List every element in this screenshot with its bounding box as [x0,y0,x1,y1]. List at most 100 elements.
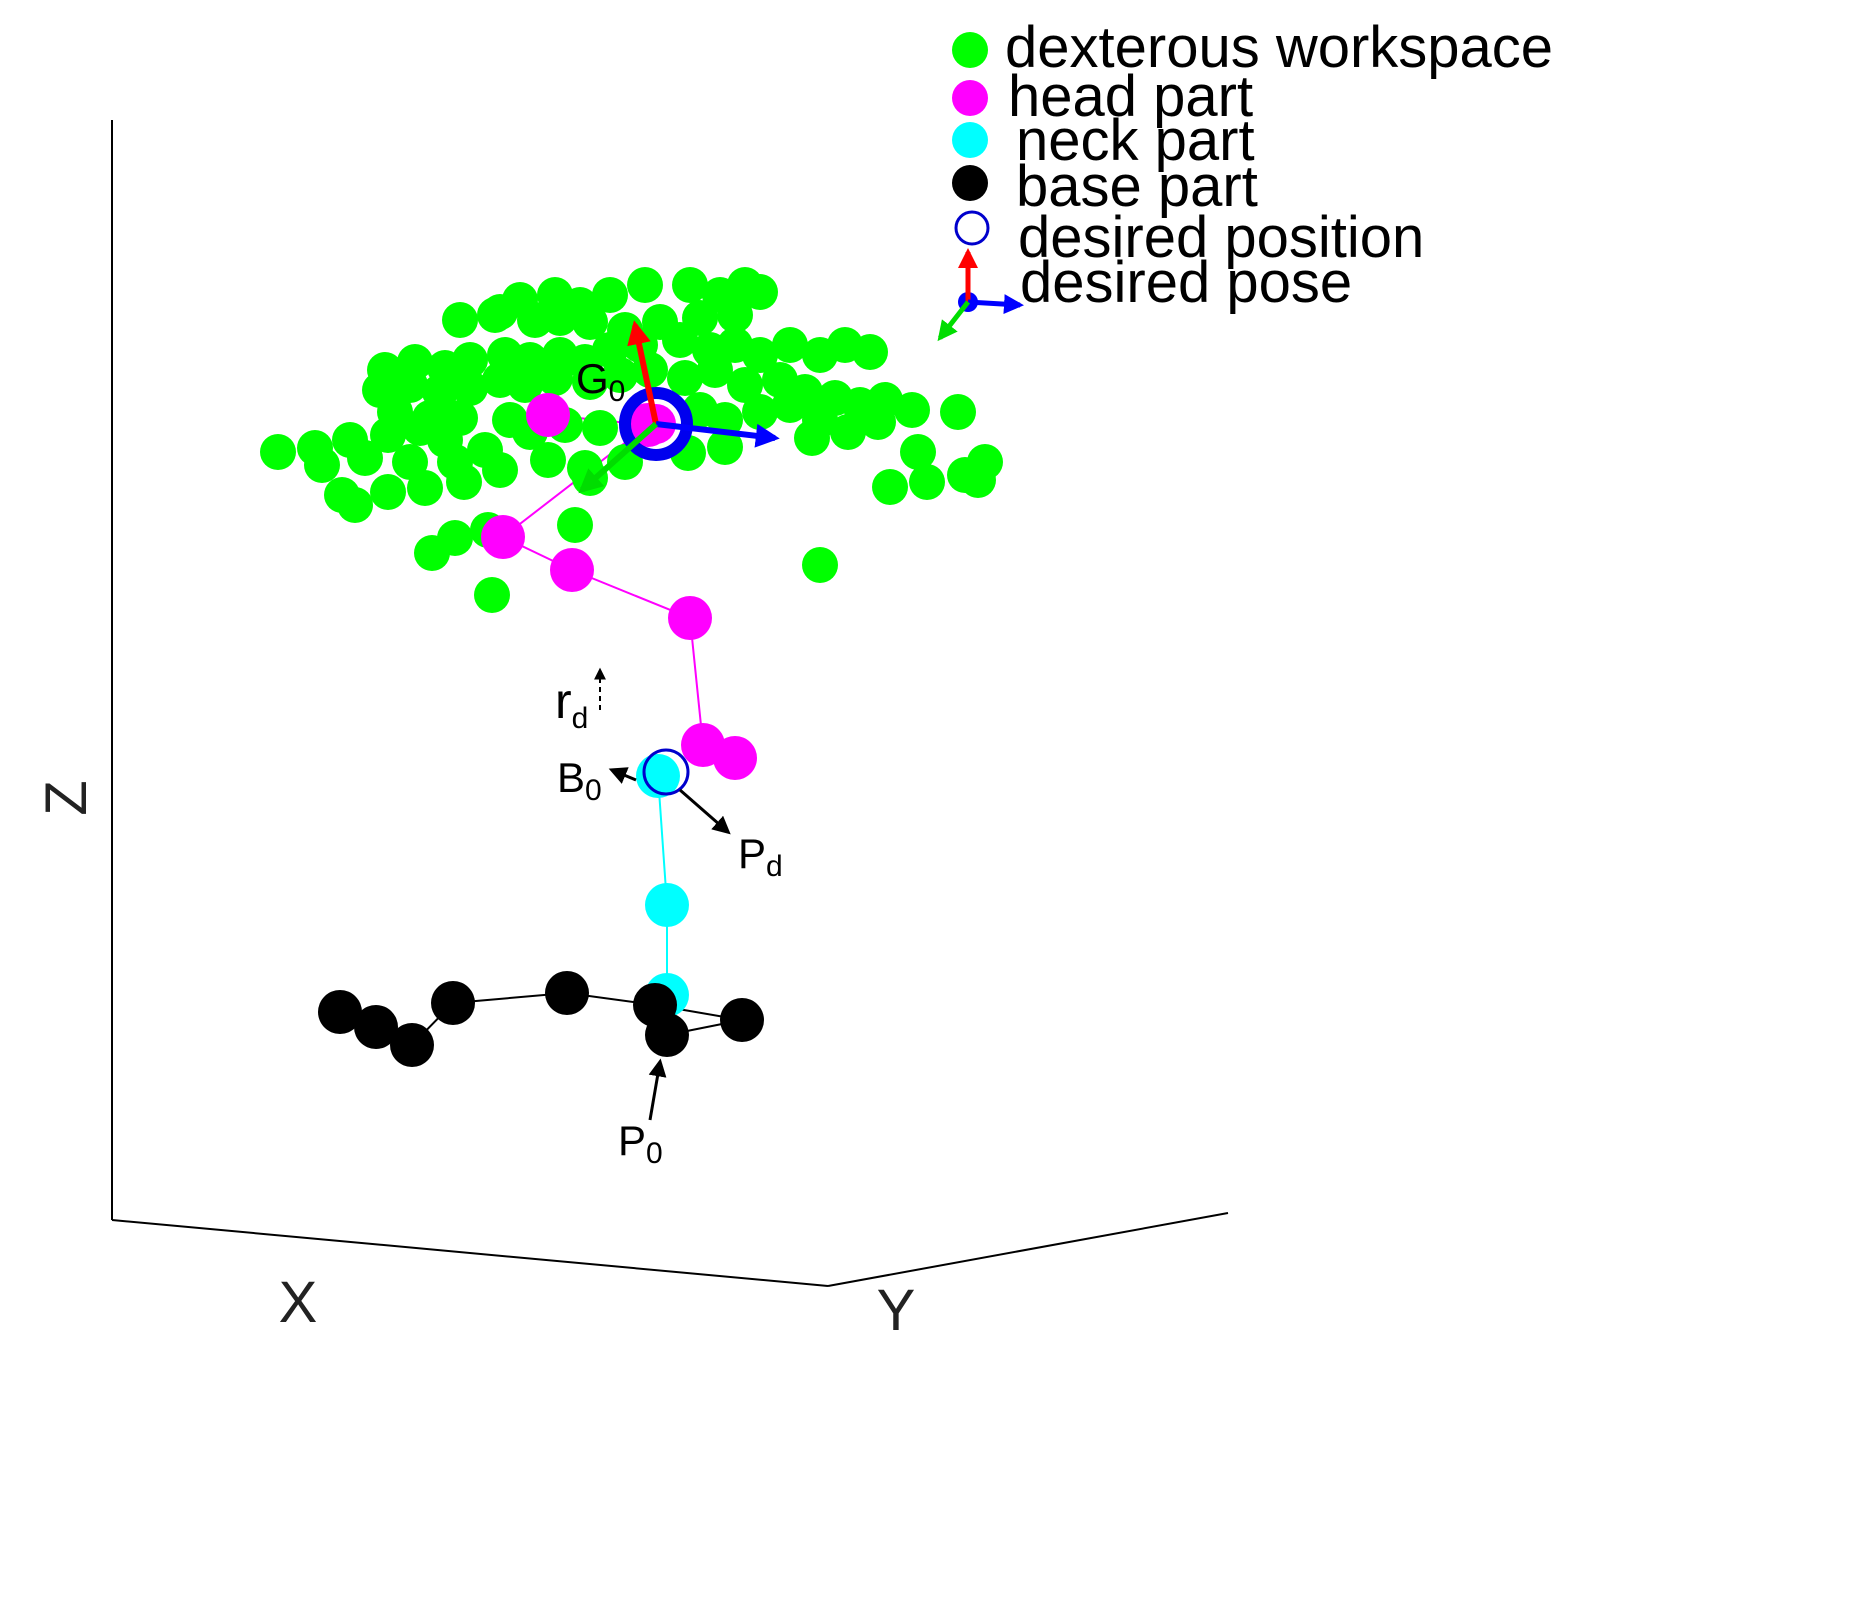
annotation-rd: rd [555,673,588,735]
legend-label-workspace: dexterous workspace [1005,15,1553,80]
dexterous-workspace-point [557,507,593,543]
legend-label-head: head part [1008,64,1253,129]
dexterous-workspace-point [662,322,698,358]
annotation-pd-sub: d [766,850,783,883]
dexterous-workspace-point [572,460,608,496]
dexterous-workspace-point [794,420,830,456]
target-z-arrow [627,320,659,425]
neck-part-point [645,883,689,927]
head-part-point [668,596,712,640]
dexterous-workspace-point [672,267,708,303]
dexterous-workspace-point [707,429,743,465]
dexterous-workspace-point [347,440,383,476]
desired-position-marker [642,748,690,796]
annotation-b0-arrow [608,767,637,784]
dexterous-workspace-point [940,394,976,430]
annotation-pd-label: P [738,830,766,877]
dexterous-workspace-point [960,462,996,498]
base-part-point [354,1005,398,1049]
z-axis-label: Z [34,780,99,815]
annotation-b0-sub: 0 [585,774,602,807]
x-axis-label: X [279,1270,318,1335]
annotation-pd: Pd [738,830,783,883]
y-axis-line [827,1212,1229,1287]
legend-marker-base [952,165,988,201]
dexterous-workspace-point [507,367,543,403]
dexterous-workspace-point [542,300,578,336]
dexterous-workspace-point [260,434,296,470]
annotation-b0-label: B [557,754,585,801]
axis-frame [111,120,1229,1287]
dexterous-workspace-point [392,367,428,403]
annotation-b0: B0 [557,754,602,807]
y-axis-label: Y [877,1278,916,1343]
dexterous-workspace-point [592,277,628,313]
annotation-rd-label: r [555,673,572,729]
dexterous-workspace-point [697,352,733,388]
legend-label-desired-position: desired position [1018,205,1424,270]
annotation-p0-arrow [648,1058,667,1121]
dexterous-workspace-point [742,394,778,430]
dexterous-workspace-point [337,487,373,523]
dexterous-workspace-point [442,302,478,338]
annotations: G0 rd B0 Pd P0 [555,355,783,1170]
legend-marker-desired-pose [937,248,1024,342]
head-part-point [481,515,525,559]
dexterous-workspace-point [572,304,608,340]
dexterous-workspace-point [909,464,945,500]
legend: dexterous workspace head part neck part … [937,15,1553,342]
dexterous-workspace-point [894,392,930,428]
chain-lines [339,414,743,1047]
base-part-point [720,998,764,1042]
dexterous-workspace-point [772,387,808,423]
dexterous-workspace-point [407,470,443,506]
dexterous-workspace-point [304,447,340,483]
dexterous-workspace-point [742,337,778,373]
dexterous-workspace-point [530,442,566,478]
dexterous-workspace-point [446,464,482,500]
target-frame [578,320,780,494]
base-part-point [318,990,362,1034]
x-axis-line [111,1219,829,1287]
dexterous-workspace-point [392,444,428,480]
dexterous-workspace-point [582,410,618,446]
dexterous-workspace-point [452,342,488,378]
annotation-p0-sub: 0 [646,1137,663,1170]
legend-marker-desired-position [954,210,990,246]
legend-marker-neck [952,122,988,158]
dexterous-workspace-point [860,404,896,440]
target-ring-marker [619,387,693,461]
dexterous-workspace-point [572,364,608,400]
dexterous-workspace-point [370,474,406,510]
dexterous-workspace-point [802,547,838,583]
dexterous-workspace-point [602,357,638,393]
dexterous-workspace-point [452,370,488,406]
target-y-arrow [655,421,780,448]
legend-pose-y-arrow [967,294,1024,315]
dexterous-workspace-point [482,452,518,488]
legend-label-neck: neck part [1016,108,1255,173]
base-part-point [431,981,475,1025]
dexterous-workspace-point [627,267,663,303]
dexterous-workspace-point [537,360,573,396]
annotation-p0-label: P [618,1117,646,1164]
base-part-point [545,971,589,1015]
dexterous-workspace-point [727,367,763,403]
head-part-point [713,736,757,780]
dexterous-workspace-point [772,327,808,363]
annotation-g0-label: G [576,355,609,402]
data-markers [260,267,1003,1067]
dexterous-workspace-point [667,360,703,396]
head-part-point [550,548,594,592]
legend-marker-workspace [952,32,988,68]
annotation-pd-arrow [679,788,731,835]
annotation-p0: P0 [618,1117,663,1170]
head-part-point [526,393,570,437]
legend-marker-head [952,80,988,116]
annotation-g0-sub: 0 [609,375,626,408]
dexterous-workspace-point [852,334,888,370]
dexterous-workspace-point [717,297,753,333]
dexterous-workspace-point [370,417,406,453]
dexterous-workspace-point [482,294,518,330]
